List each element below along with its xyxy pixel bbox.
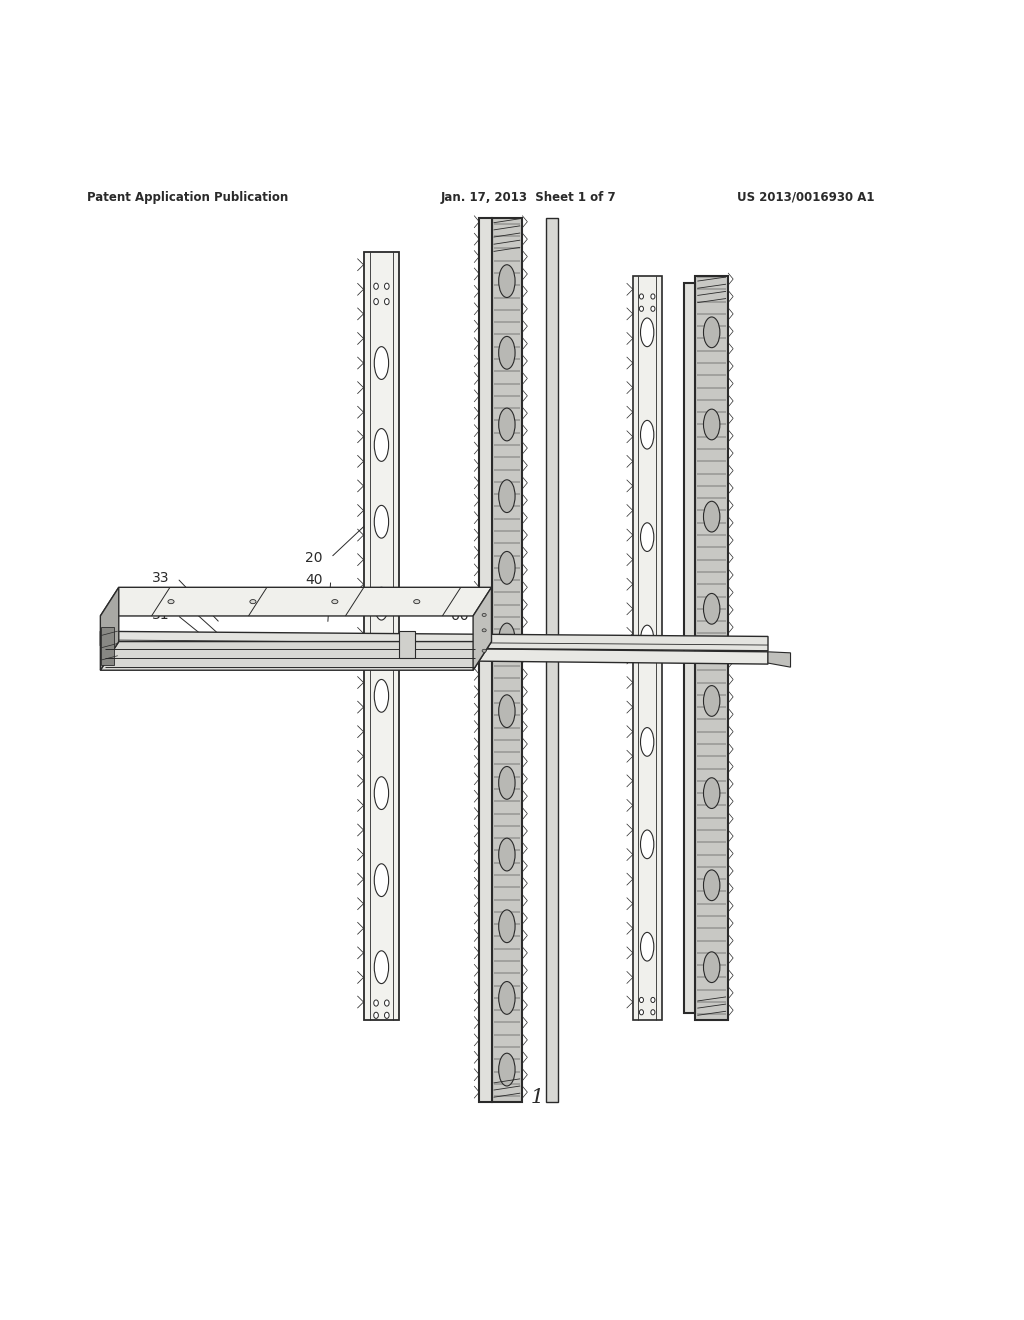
Ellipse shape [641,420,654,449]
Ellipse shape [639,998,643,1002]
Polygon shape [367,648,768,664]
Ellipse shape [651,998,655,1002]
Ellipse shape [703,952,720,982]
Ellipse shape [499,408,515,441]
Polygon shape [473,587,492,671]
Ellipse shape [641,523,654,552]
Ellipse shape [499,552,515,585]
Polygon shape [100,631,768,651]
Ellipse shape [384,1012,389,1019]
Ellipse shape [375,506,389,539]
Text: Jan. 17, 2013  Sheet 1 of 7: Jan. 17, 2013 Sheet 1 of 7 [440,190,616,203]
Ellipse shape [499,838,515,871]
Ellipse shape [499,1053,515,1086]
Bar [695,276,728,1020]
Ellipse shape [375,863,389,896]
Text: 60: 60 [451,609,468,623]
Ellipse shape [641,830,654,858]
Ellipse shape [375,776,389,809]
Ellipse shape [332,599,338,603]
Bar [492,218,522,1102]
Ellipse shape [374,284,378,289]
Text: 33: 33 [152,572,169,585]
Ellipse shape [375,347,389,379]
Ellipse shape [375,429,389,462]
Ellipse shape [703,685,720,717]
Ellipse shape [703,409,720,440]
Ellipse shape [703,502,720,532]
Ellipse shape [482,649,486,652]
Text: FIG. 1: FIG. 1 [479,1088,545,1106]
Ellipse shape [639,294,643,300]
Ellipse shape [499,767,515,800]
Ellipse shape [375,680,389,713]
Ellipse shape [482,628,486,632]
Ellipse shape [641,727,654,756]
Bar [546,218,558,1102]
Ellipse shape [703,317,720,347]
Ellipse shape [375,587,389,620]
Ellipse shape [384,1001,389,1006]
Bar [684,284,695,1014]
Text: Patent Application Publication: Patent Application Publication [87,190,289,203]
Ellipse shape [641,318,654,347]
Ellipse shape [374,1012,378,1019]
Ellipse shape [651,294,655,300]
Bar [633,276,662,1020]
Ellipse shape [414,599,420,603]
Text: 40: 40 [305,573,323,587]
Ellipse shape [168,599,174,603]
Ellipse shape [641,626,654,653]
Ellipse shape [375,950,389,983]
Ellipse shape [499,694,515,727]
Ellipse shape [499,265,515,297]
Bar [101,627,114,665]
Ellipse shape [651,1010,655,1015]
Bar [479,218,492,1102]
Ellipse shape [384,298,389,305]
Text: 21: 21 [451,591,468,606]
Text: 32: 32 [152,590,169,603]
Ellipse shape [499,479,515,512]
Ellipse shape [374,298,378,305]
Bar [364,252,399,1020]
Ellipse shape [703,870,720,900]
Polygon shape [399,631,415,657]
Ellipse shape [639,306,643,312]
Ellipse shape [499,337,515,370]
Ellipse shape [703,594,720,624]
Text: 20: 20 [305,550,323,565]
Ellipse shape [384,284,389,289]
Polygon shape [100,587,492,616]
Text: US 2013/0016930 A1: US 2013/0016930 A1 [737,190,874,203]
Polygon shape [100,587,119,671]
Ellipse shape [482,614,486,616]
Ellipse shape [499,909,515,942]
Ellipse shape [250,599,256,603]
Ellipse shape [651,306,655,312]
Ellipse shape [641,932,654,961]
Ellipse shape [374,1001,378,1006]
Ellipse shape [703,777,720,808]
Ellipse shape [499,982,515,1014]
Ellipse shape [499,623,515,656]
Ellipse shape [639,1010,643,1015]
Polygon shape [768,652,791,667]
Polygon shape [100,642,492,671]
Text: 31: 31 [152,609,169,622]
